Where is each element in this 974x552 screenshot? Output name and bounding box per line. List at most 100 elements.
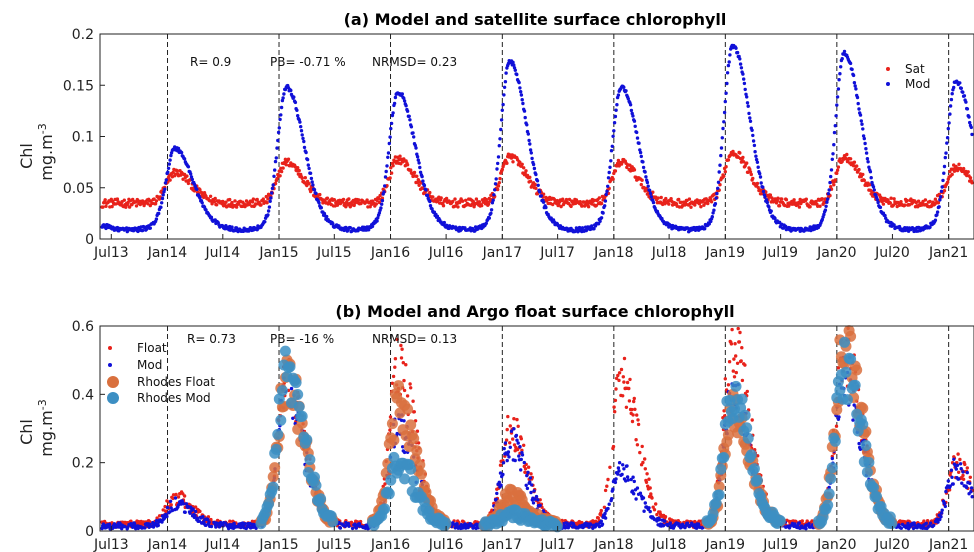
point-mod [193, 513, 197, 518]
point-mod [502, 85, 507, 90]
point-mod [859, 119, 863, 123]
point-mod [140, 228, 145, 233]
point-float [625, 380, 630, 385]
point-mod [421, 179, 425, 183]
point-mod [535, 179, 540, 183]
point-mod [648, 191, 653, 196]
point-rhodes-mod [739, 409, 751, 421]
point-float [957, 470, 961, 474]
point-mod [959, 86, 963, 91]
point-mod [497, 480, 501, 484]
point-sat [832, 183, 836, 187]
point-mod [826, 192, 831, 196]
point-sat [278, 174, 282, 178]
point-mod [748, 116, 752, 120]
point-sat [389, 171, 394, 175]
y-tick-label: 0.1 [72, 130, 94, 146]
point-rhodes-mod [383, 488, 395, 500]
point-mod [428, 204, 433, 208]
point-sat [210, 202, 214, 206]
point-mod [580, 226, 585, 230]
point-mod [743, 87, 747, 92]
panel-b-yunit-exp: -3 [36, 399, 49, 410]
point-sat [215, 203, 219, 207]
point-mod [310, 180, 314, 184]
point-rhodes-mod [284, 361, 296, 373]
point-mod [292, 95, 296, 99]
point-mod [388, 135, 392, 139]
point-mod [154, 217, 159, 221]
point-mod [209, 524, 214, 529]
point-sat [279, 169, 284, 174]
point-mod [383, 184, 387, 188]
point-mod [519, 90, 523, 94]
point-float [522, 443, 526, 447]
point-sat [889, 196, 893, 200]
point-sat [460, 199, 465, 203]
point-mod [501, 472, 505, 477]
point-sat [597, 196, 601, 200]
point-sat [439, 196, 443, 200]
point-float [731, 369, 735, 373]
point-mod [804, 526, 808, 531]
point-mod [166, 166, 171, 170]
point-mod [309, 176, 314, 181]
point-mod [385, 164, 389, 168]
point-rhodes-mod [715, 463, 727, 475]
point-mod [958, 81, 962, 85]
point-mod [518, 445, 522, 449]
point-mod [625, 464, 629, 468]
point-sat [114, 202, 118, 206]
point-sat [905, 198, 909, 203]
point-mod [380, 198, 385, 203]
point-mod [739, 66, 744, 70]
panel-a: (a) Model and satellite surface chloroph… [17, 10, 974, 261]
point-mod [952, 85, 956, 90]
point-mod [277, 126, 281, 130]
point-mod [498, 137, 502, 141]
point-sat [486, 202, 491, 206]
point-float [529, 472, 533, 476]
point-sat [569, 204, 573, 209]
point-sat [498, 176, 502, 181]
point-mod [455, 522, 459, 526]
point-rhodes-mod [849, 379, 861, 391]
point-mod [198, 196, 202, 200]
point-mod [520, 453, 525, 457]
point-mod [504, 71, 508, 75]
point-mod [611, 134, 615, 138]
point-mod [272, 174, 276, 178]
point-mod [494, 177, 498, 181]
point-mod [606, 506, 610, 511]
panel-a-title: (a) Model and satellite surface chloroph… [344, 10, 727, 29]
panel-a-ylabel-unit: mg.m-3 [36, 123, 57, 180]
point-mod [935, 210, 940, 214]
point-sat [861, 172, 865, 177]
point-mod [306, 163, 310, 167]
point-mod [522, 109, 527, 113]
point-float [606, 477, 610, 482]
point-mod [703, 227, 707, 231]
point-mod [350, 526, 355, 531]
point-rhodes-mod [267, 481, 279, 493]
point-sat [398, 154, 402, 158]
point-sat [784, 198, 789, 202]
point-rhodes-mod [270, 443, 282, 455]
point-mod [501, 461, 506, 465]
point-mod [753, 150, 757, 154]
point-mod [646, 184, 650, 188]
point-mod [751, 139, 756, 143]
point-mod [933, 218, 938, 222]
point-float [408, 382, 412, 386]
point-mod [622, 85, 626, 90]
point-float [961, 477, 966, 481]
point-mod [503, 441, 508, 445]
x-tick-label: Jul13 [93, 537, 129, 552]
point-mod [168, 499, 173, 503]
point-float [634, 438, 638, 442]
point-float [411, 399, 415, 403]
point-mod [643, 170, 647, 174]
point-sat [103, 198, 107, 202]
legend-sat-label: Sat [905, 62, 925, 76]
point-mod [861, 127, 865, 131]
